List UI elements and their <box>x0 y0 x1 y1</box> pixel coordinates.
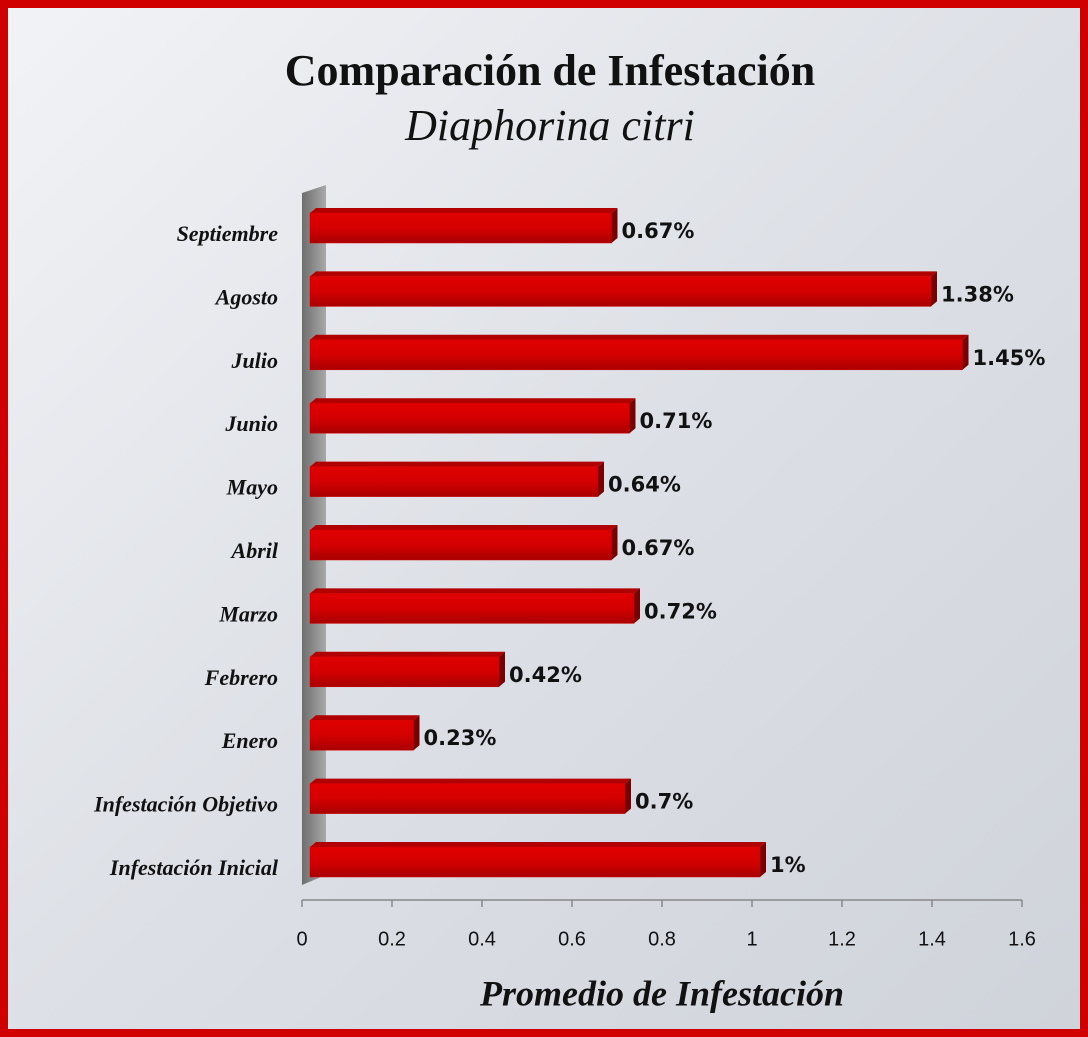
data-label: 1.45% <box>973 346 1046 370</box>
data-label: 0.42% <box>509 663 582 687</box>
bar-side <box>499 651 505 687</box>
y-tick-label: Agosto <box>214 284 278 309</box>
bar <box>309 656 500 688</box>
y-tick-label: Junio <box>224 411 278 436</box>
bar <box>309 783 626 814</box>
bar-side <box>598 461 604 497</box>
x-tick-label: 0.6 <box>558 928 586 950</box>
bar-top <box>310 461 604 467</box>
data-label: 0.71% <box>640 409 713 433</box>
data-label: 1% <box>770 853 806 877</box>
bar-top <box>310 715 420 721</box>
chart-subtitle: Diaphorina citri <box>404 101 695 150</box>
y-tick-label: Septiembre <box>177 221 279 246</box>
bar-top <box>310 271 937 277</box>
bar-side <box>629 398 636 434</box>
bar-side <box>962 334 969 370</box>
x-tick-label: 0.8 <box>648 928 676 950</box>
x-tick-label: 1.6 <box>1008 928 1036 950</box>
data-label: 0.72% <box>644 599 717 623</box>
bar <box>309 339 963 371</box>
y-tick-label: Enero <box>221 728 278 753</box>
x-tick-label: 1.4 <box>918 928 946 950</box>
bar-side <box>931 271 937 307</box>
x-tick-label: 0.4 <box>468 928 496 950</box>
bar-side <box>413 715 420 751</box>
bar-side <box>634 588 640 624</box>
y-tick-label: Infestación Inicial <box>109 855 279 880</box>
y-tick-label: Infestación Objetivo <box>93 792 278 817</box>
bar-side <box>611 208 618 243</box>
bar <box>309 719 414 751</box>
chart-title: Comparación de Infestación <box>285 46 815 95</box>
y-tick-label: Abril <box>230 538 279 563</box>
bar <box>309 593 635 624</box>
y-tick-label: Julio <box>231 348 278 373</box>
bar <box>309 212 612 244</box>
bar-top <box>310 398 636 404</box>
bar <box>309 846 761 878</box>
x-tick-label: 1.2 <box>828 928 856 950</box>
y-tick-label: Mayo <box>226 475 278 500</box>
data-label: 0.67% <box>622 219 695 243</box>
bar-top <box>310 778 631 784</box>
bar-top <box>310 842 766 847</box>
y-tick-label: Febrero <box>204 665 278 690</box>
x-tick-label: 0 <box>296 928 307 950</box>
data-label: 0.7% <box>635 790 693 814</box>
bar-side <box>611 525 618 560</box>
bar-top <box>310 651 505 657</box>
data-label: 0.67% <box>622 536 695 560</box>
bar-top <box>310 588 640 594</box>
x-tick-label: 0.2 <box>378 928 406 950</box>
bar-side <box>625 778 631 814</box>
bar <box>309 276 932 307</box>
bar-top <box>310 208 618 213</box>
bar <box>309 402 630 434</box>
data-label: 1.38% <box>941 282 1014 306</box>
x-axis-label: Promedio de Infestación <box>479 973 844 1013</box>
x-tick-label: 1 <box>746 928 757 950</box>
data-label: 0.64% <box>608 473 681 497</box>
y-tick-label: Marzo <box>218 601 278 626</box>
bar-top <box>310 334 969 340</box>
bar <box>309 529 612 561</box>
bar <box>309 466 599 497</box>
data-label: 0.23% <box>424 726 497 750</box>
bar-top <box>310 525 618 530</box>
bar-side <box>760 842 766 877</box>
